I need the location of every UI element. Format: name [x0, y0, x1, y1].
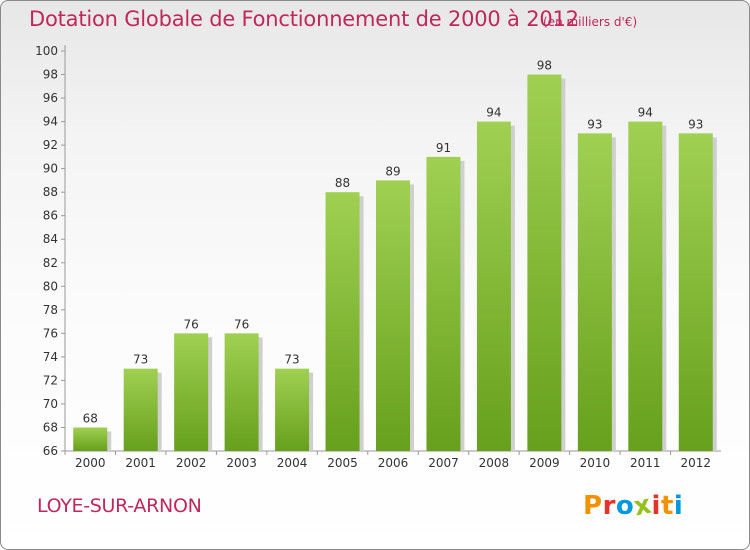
bar-value-label: 89 — [385, 164, 400, 178]
y-tick-label: 90 — [43, 162, 58, 176]
x-tick-label: 2010 — [580, 456, 611, 470]
x-tick-label: 2002 — [176, 456, 207, 470]
bar-2011[interactable] — [628, 121, 663, 452]
bar-value-label: 94 — [638, 106, 653, 120]
y-tick-label: 76 — [43, 326, 58, 340]
x-tick-label: 2008 — [479, 456, 510, 470]
y-tick-label: 96 — [43, 91, 58, 105]
bar-value-label: 76 — [184, 317, 199, 331]
y-tick-label: 74 — [43, 350, 58, 364]
y-axis: 66 68 70 72 74 76 78 80 82 84 86 88 90 92 94 96 98 100 — [35, 44, 66, 458]
bar-value-label: 88 — [335, 176, 350, 190]
y-tick-label: 82 — [43, 256, 58, 270]
bar-value-label: 93 — [587, 117, 602, 131]
bar-2010[interactable] — [577, 133, 612, 451]
y-tick-label: 92 — [43, 138, 58, 152]
y-tick-label: 72 — [43, 373, 58, 387]
x-tick-label: 2004 — [277, 456, 308, 470]
bar-2000[interactable] — [73, 427, 108, 451]
x-tick-label: 2001 — [125, 456, 156, 470]
bar-value-label: 94 — [486, 106, 501, 120]
bar-2002[interactable] — [174, 333, 209, 451]
bar-2004[interactable] — [275, 368, 310, 451]
logo-letter: P — [583, 491, 603, 521]
value-labels-group: 68 73 76 76 73 88 89 91 94 98 93 94 93 — [83, 59, 704, 426]
logo-letter: i — [651, 491, 661, 521]
proxiti-logo[interactable]: Proxiti — [583, 490, 684, 523]
y-tick-label: 66 — [43, 444, 58, 458]
bar-2008[interactable] — [476, 121, 511, 452]
y-tick-label: 80 — [43, 279, 58, 293]
bar-value-label: 93 — [688, 117, 703, 131]
logo-letter: t — [660, 491, 674, 521]
y-tick-label: 84 — [43, 232, 58, 246]
logo-letter: i — [673, 491, 684, 521]
bar-2005[interactable] — [325, 192, 360, 452]
x-tick-label: 2011 — [630, 456, 661, 470]
y-tick-label: 94 — [43, 115, 58, 129]
chart-unit: (en milliers d'€) — [543, 15, 638, 29]
bar-2012[interactable] — [678, 133, 713, 451]
y-tick-label: 88 — [43, 185, 58, 199]
bar-2006[interactable] — [376, 180, 410, 452]
y-tick-label: 68 — [43, 420, 58, 434]
y-tick-label: 100 — [35, 44, 58, 58]
logo-letter: r — [602, 491, 616, 521]
town-name: LOYE-SUR-ARNON — [37, 495, 202, 517]
chart-title: Dotation Globale de Fonctionnement de 20… — [29, 7, 579, 31]
x-tick-label: 2012 — [680, 456, 711, 470]
x-tick-label: 2009 — [529, 456, 560, 470]
bar-value-label: 73 — [284, 353, 299, 367]
y-tick-label: 98 — [43, 68, 58, 82]
bar-value-label: 73 — [133, 353, 148, 367]
bar-2001[interactable] — [123, 368, 158, 451]
bars-group — [73, 74, 717, 452]
x-tick-label: 2007 — [428, 456, 459, 470]
y-tick-label: 86 — [43, 209, 58, 223]
y-tick-label: 70 — [43, 397, 58, 411]
bar-value-label: 91 — [436, 141, 451, 155]
bar-2009[interactable] — [527, 74, 562, 451]
bar-value-label: 98 — [537, 59, 552, 73]
bar-value-label: 76 — [234, 317, 249, 331]
x-tick-label: 2005 — [327, 456, 358, 470]
bar-value-label: 68 — [83, 411, 98, 425]
x-tick-label: 2003 — [226, 456, 257, 470]
x-tick-label: 2000 — [75, 456, 106, 470]
y-tick-label: 78 — [43, 303, 58, 317]
x-tick-label: 2006 — [378, 456, 409, 470]
x-axis: 2000 2001 2002 2003 2004 2005 2006 2007 2008 2009… — [64, 450, 721, 470]
logo-letter: o — [615, 491, 635, 521]
bar-2007[interactable] — [426, 156, 461, 451]
bar-2003[interactable] — [224, 333, 259, 451]
